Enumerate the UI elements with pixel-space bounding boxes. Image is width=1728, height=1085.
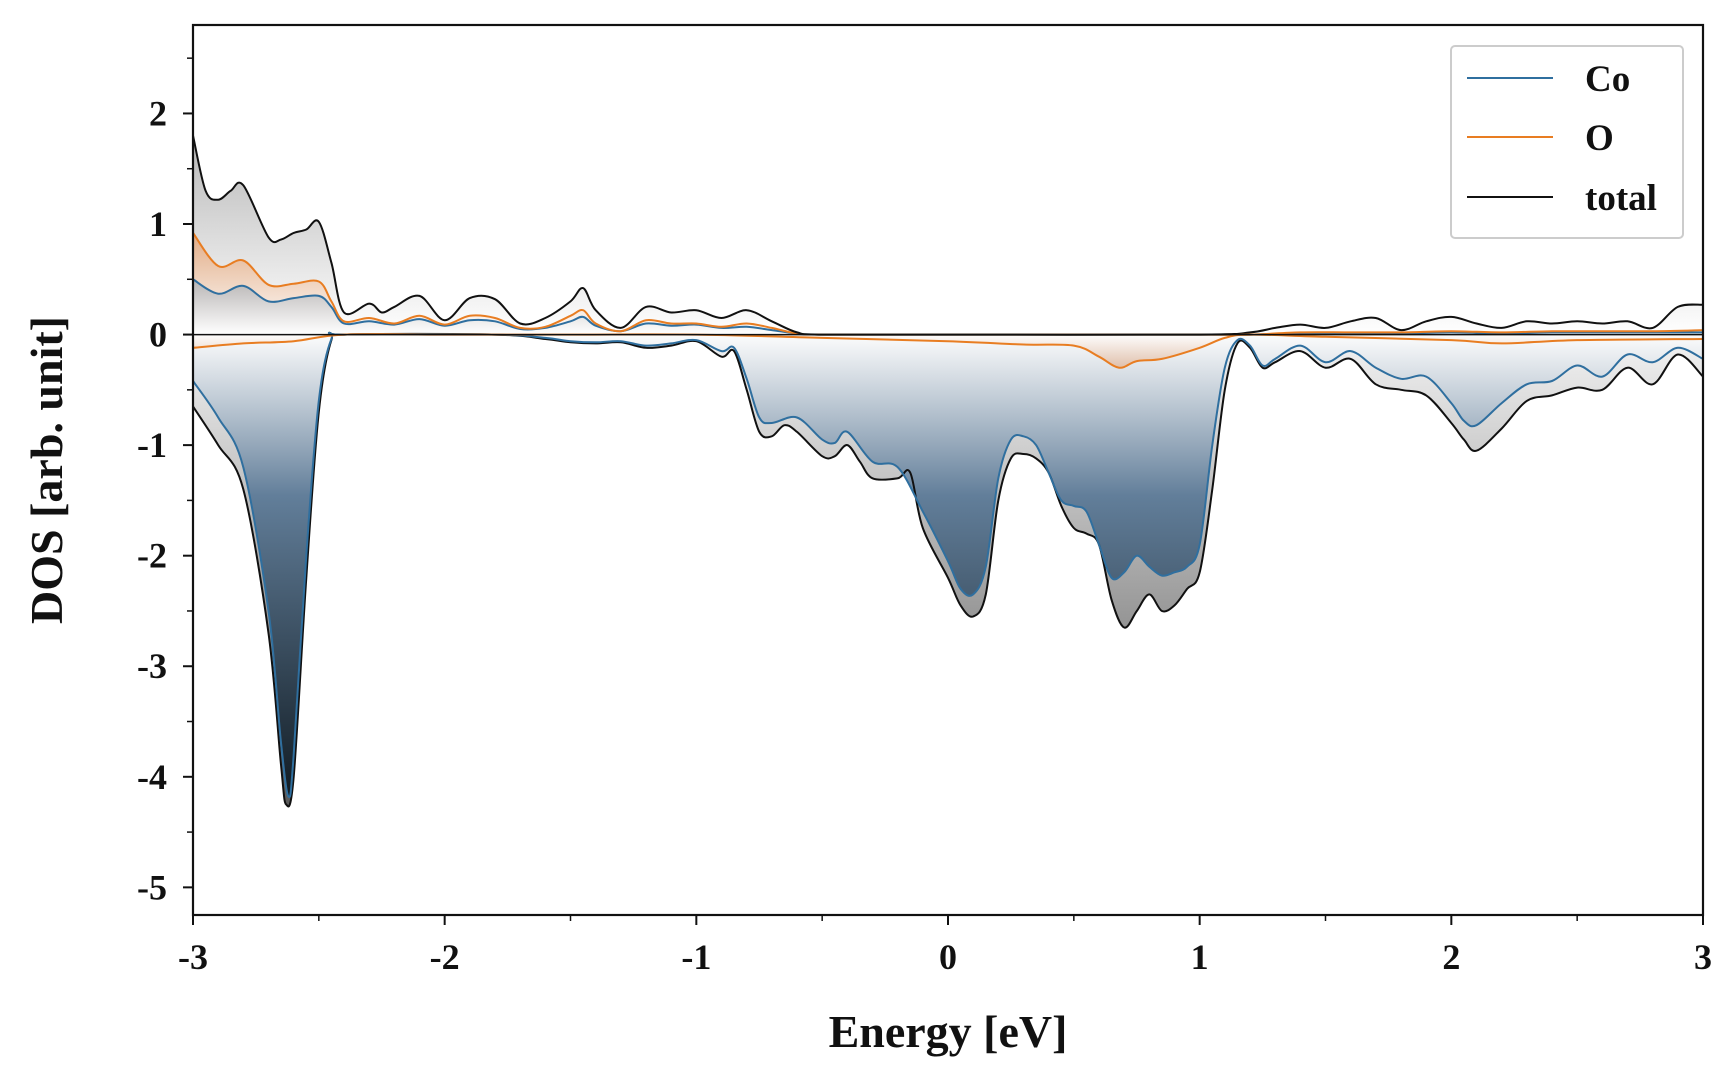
y-tick-label: 2 — [149, 93, 167, 133]
legend-label-co: Co — [1585, 59, 1630, 100]
legend-box — [1450, 45, 1684, 239]
y-tick-label: -4 — [137, 757, 167, 797]
y-axis: 2 1 0 -1 -2 -3 -4 -5 — [137, 57, 193, 907]
x-tick-label: 0 — [939, 937, 957, 977]
area-fill-co-down — [193, 332, 1703, 798]
y-tick-label: -2 — [137, 536, 167, 576]
series-line-o-up — [193, 232, 1703, 336]
area-fill-co-up — [193, 279, 1703, 335]
line-layer — [193, 135, 1703, 808]
area-fill-total-up — [193, 135, 1703, 335]
x-tick-label: 2 — [1442, 937, 1460, 977]
x-axis-label: Energy [eV] — [829, 1006, 1068, 1057]
legend-label-total: total — [1585, 178, 1657, 219]
x-tick-label: 3 — [1694, 937, 1712, 977]
series-line-co-up — [193, 278, 1703, 336]
legend: Co O total — [1450, 45, 1684, 239]
y-axis-label: DOS [arb. unit] — [21, 316, 72, 624]
legend-label-o: O — [1585, 118, 1614, 159]
y-tick-label: 1 — [149, 204, 167, 244]
x-tick-label: -2 — [430, 937, 460, 977]
y-tick-label: -5 — [137, 867, 167, 907]
x-tick-label: -3 — [178, 937, 208, 977]
x-tick-label: 1 — [1191, 937, 1209, 977]
series-line-total-up — [193, 135, 1703, 336]
x-axis: -3 -2 -1 0 1 2 3 — [178, 915, 1712, 977]
y-tick-label: -3 — [137, 646, 167, 686]
area-fill-total-down — [193, 332, 1703, 807]
y-tick-label: 0 — [149, 315, 167, 355]
x-tick-label: -1 — [681, 937, 711, 977]
y-tick-label: -1 — [137, 425, 167, 465]
